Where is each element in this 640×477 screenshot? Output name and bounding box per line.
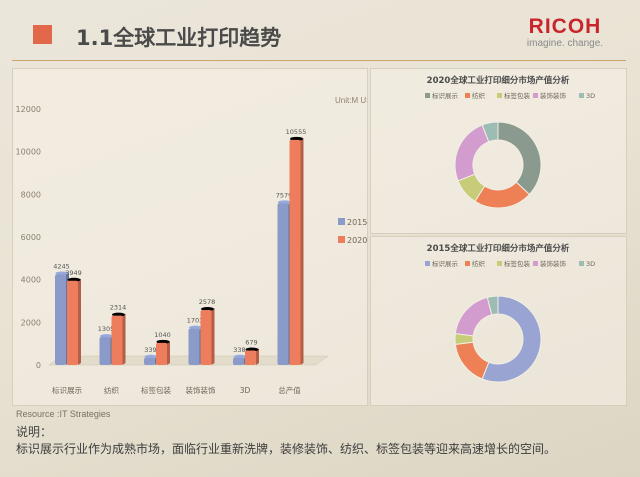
bar-2015 (144, 357, 155, 365)
bar-side (167, 340, 170, 365)
donut-slice (454, 341, 490, 380)
bar-2020 (67, 280, 78, 365)
bar-value-label: 7579 (276, 191, 293, 199)
legend-swatch (533, 261, 538, 266)
bar-value-label: 10555 (286, 128, 307, 136)
y-tick-label: 4000 (21, 276, 41, 285)
x-category-label: 总产值 (278, 385, 301, 395)
bar-2015 (233, 357, 244, 365)
legend-swatch (497, 93, 502, 98)
legend-swatch (338, 236, 345, 243)
explanation-title: 说明： (16, 425, 53, 439)
legend-label: 2015年 (347, 217, 367, 227)
bar-2020 (200, 310, 212, 365)
bar-side (300, 137, 304, 365)
bar-value-label: 1040 (154, 331, 171, 339)
bar-2020 (245, 350, 256, 365)
logo-wordmark: RICOH (528, 15, 602, 38)
legend-swatch (425, 93, 430, 98)
bar-value-label: 4245 (53, 262, 70, 270)
legend-swatch (533, 93, 538, 98)
donut-title: 2015全球工业打印细分市场产值分析 (427, 243, 570, 254)
ricoh-logo: RICOH imagine. change. (509, 16, 621, 50)
donut-slice (481, 121, 499, 143)
donut-title: 2020全球工业打印细分市场产值分析 (427, 75, 570, 86)
legend-label: 纺织 (472, 91, 486, 100)
bar-value-label: 1305 (98, 325, 115, 333)
bar-side (211, 308, 215, 365)
donut-slice (454, 296, 493, 337)
bar-value-label: 1703 (187, 317, 204, 325)
donut-2020-panel: 2020全球工业打印细分市场产值分析标识展示 纺织 标签包装 装饰装饰 3D (370, 68, 627, 234)
donut-2015-panel: 2015全球工业打印细分市场产值分析标识展示 纺织 标签包装 装饰装饰 3D (370, 236, 627, 406)
legend-label: 标签包装 (504, 259, 531, 268)
legend-swatch (465, 93, 470, 98)
unit-label: Unit:M US$ (335, 96, 367, 105)
title-divider (12, 60, 626, 61)
bar-2020 (156, 342, 167, 365)
donut-slice (497, 121, 542, 196)
legend-label: 3D (586, 92, 595, 100)
bar-2015 (188, 328, 200, 365)
bar-side (122, 313, 126, 365)
bar-2020 (289, 139, 301, 365)
logo-tagline: imagine. change. (526, 38, 604, 49)
x-category-label: 纺织 (104, 385, 119, 395)
bar-chart: 0 2000 4000 6000 8000 10000 12000 Unit:M US$ 424… (16, 96, 367, 395)
legend-swatch (425, 261, 430, 266)
bar-chart-panel: 0 2000 4000 6000 8000 10000 12000 Unit:M US$ 424… (12, 68, 368, 406)
title-marker (33, 25, 52, 44)
donut-slice (454, 124, 490, 182)
y-tick-label: 0 (36, 361, 41, 370)
bar-2020 (111, 315, 123, 365)
x-category-label: 3D (240, 386, 251, 395)
legend-swatch (579, 93, 584, 98)
slide-header: 1.1全球工业打印趋势 RICOH imagine. change. (0, 0, 640, 62)
bar-2015 (99, 337, 111, 365)
bar-value-label: 3949 (65, 269, 82, 277)
bar-side (78, 278, 81, 365)
bar-value-label: 2314 (110, 304, 127, 312)
legend-swatch (465, 261, 470, 266)
source-note: Resource :IT Strategies (16, 409, 111, 419)
legend-label: 装饰装饰 (540, 259, 567, 268)
slide-title: 1.1全球工业打印趋势 (76, 26, 282, 50)
bar-value-label: 679 (245, 339, 257, 347)
bar-top (290, 136, 303, 141)
bar-2015 (277, 203, 289, 365)
y-tick-label: 2000 (21, 318, 41, 327)
legend-label: 3D (586, 260, 595, 268)
bar-2015 (55, 274, 66, 365)
y-tick-label: 8000 (21, 190, 41, 199)
bar-value-label: 338 (233, 346, 245, 354)
legend-swatch (579, 261, 584, 266)
y-tick-label: 6000 (21, 233, 41, 242)
legend-label: 纺织 (472, 259, 486, 268)
bar-value-label: 339 (144, 346, 156, 354)
donut-slice (486, 295, 499, 316)
legend-label: 2020年 (347, 235, 367, 245)
explanation-text: 标识展示行业作为成熟市场，面临行业重新洗牌，装修装饰、纺织、标签包装等迎来高速增… (16, 442, 557, 456)
bar-value-label: 2578 (199, 298, 216, 306)
y-tick-label: 10000 (16, 148, 41, 157)
x-category-label: 标识展示 (52, 385, 82, 395)
donut-slice (481, 295, 542, 383)
legend-label: 标识展示 (432, 91, 459, 100)
x-category-label: 标签包装 (141, 385, 171, 395)
legend-label: 标签包装 (504, 91, 531, 100)
y-tick-label: 12000 (16, 105, 41, 114)
legend-label: 标识展示 (432, 259, 459, 268)
bar-side (256, 348, 259, 365)
legend-swatch (497, 261, 502, 266)
legend-label: 装饰装饰 (540, 91, 567, 100)
legend-swatch (338, 218, 345, 225)
x-category-label: 装饰装饰 (186, 385, 216, 395)
